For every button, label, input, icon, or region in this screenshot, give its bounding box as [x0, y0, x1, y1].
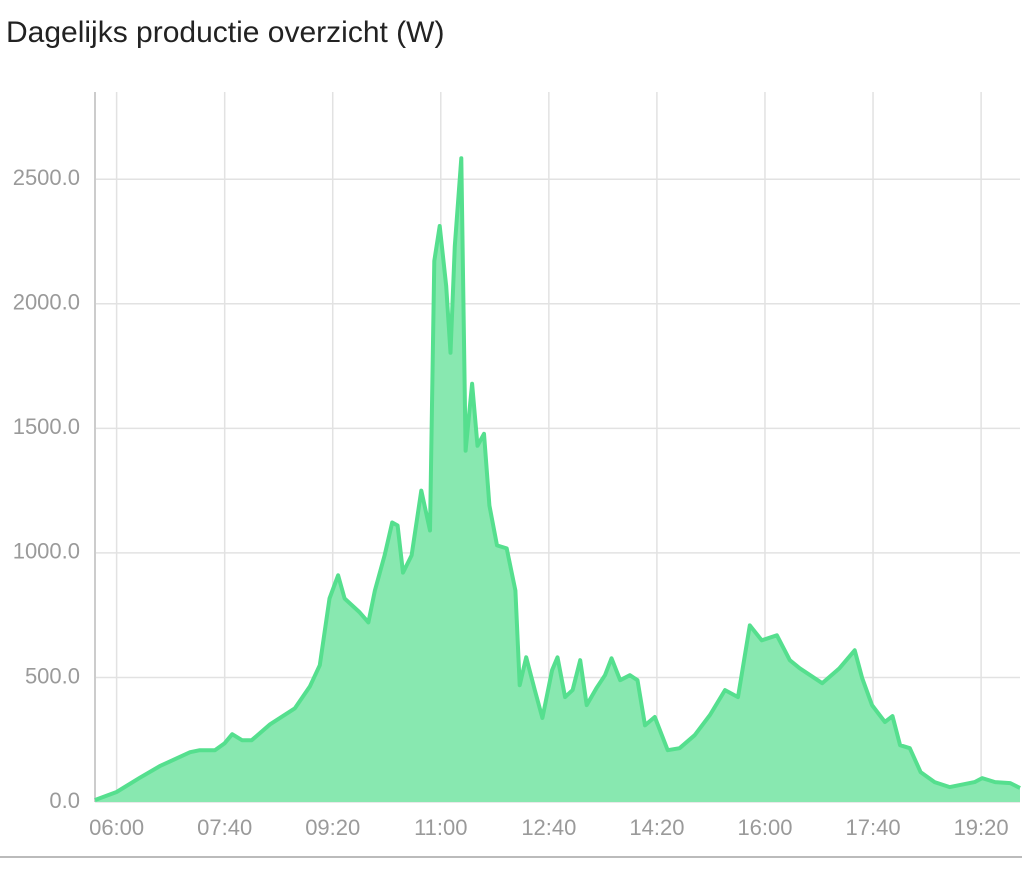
- x-tick-label: 11:00: [414, 815, 467, 840]
- y-tick-label: 1000.0: [13, 539, 80, 564]
- area: [95, 158, 1020, 803]
- y-tick-label: 1500.0: [13, 414, 80, 439]
- x-tick-label: 09:20: [305, 815, 360, 840]
- line: [94, 156, 1021, 802]
- y-tick-label: 2500.0: [13, 165, 80, 190]
- x-tick-label: 06:00: [89, 815, 144, 840]
- x-tick-label: 12:40: [521, 815, 576, 840]
- x-tick-label: 07:40: [197, 815, 252, 840]
- y-tick-label: 0.0: [49, 788, 80, 813]
- y-tick-label: 500.0: [25, 663, 80, 688]
- y-tick-label: 2000.0: [13, 290, 80, 315]
- chart-title: Dagelijks productie overzicht (W): [6, 16, 444, 49]
- x-tick-label: 16:00: [737, 815, 792, 840]
- x-tick-label: 19:20: [954, 815, 1009, 840]
- x-tick-label: 14:20: [629, 815, 684, 840]
- x-tick-label: 17:40: [846, 815, 901, 840]
